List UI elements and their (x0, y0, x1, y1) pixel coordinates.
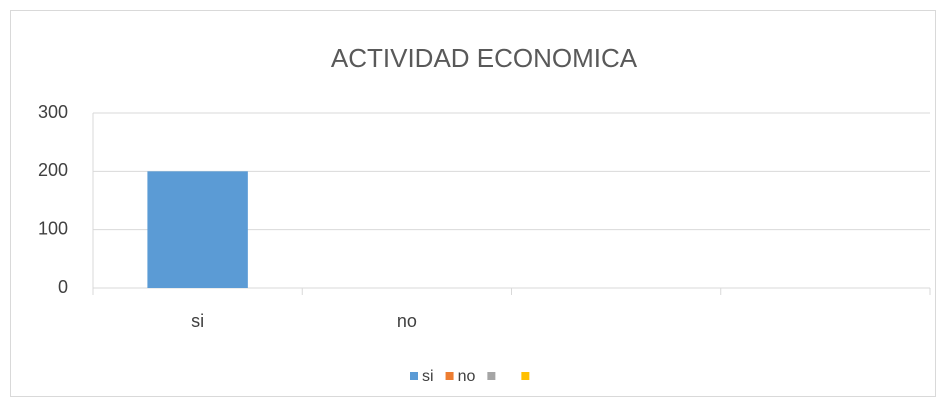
y-tick-label: 100 (38, 218, 68, 238)
bar (147, 171, 248, 288)
legend-label: no (458, 368, 476, 385)
y-tick-label: 200 (38, 160, 68, 180)
y-tick-label: 0 (58, 277, 68, 297)
y-tick-label: 300 (38, 102, 68, 122)
x-tick-label: no (397, 311, 417, 331)
legend-swatch (445, 372, 454, 380)
legend-swatch (487, 372, 496, 380)
chart-title: ACTIVIDAD ECONOMICA (331, 43, 638, 73)
legend-swatch (410, 372, 418, 380)
legend-label: si (422, 368, 434, 385)
x-tick-label: si (191, 311, 204, 331)
legend-swatch (521, 372, 530, 380)
